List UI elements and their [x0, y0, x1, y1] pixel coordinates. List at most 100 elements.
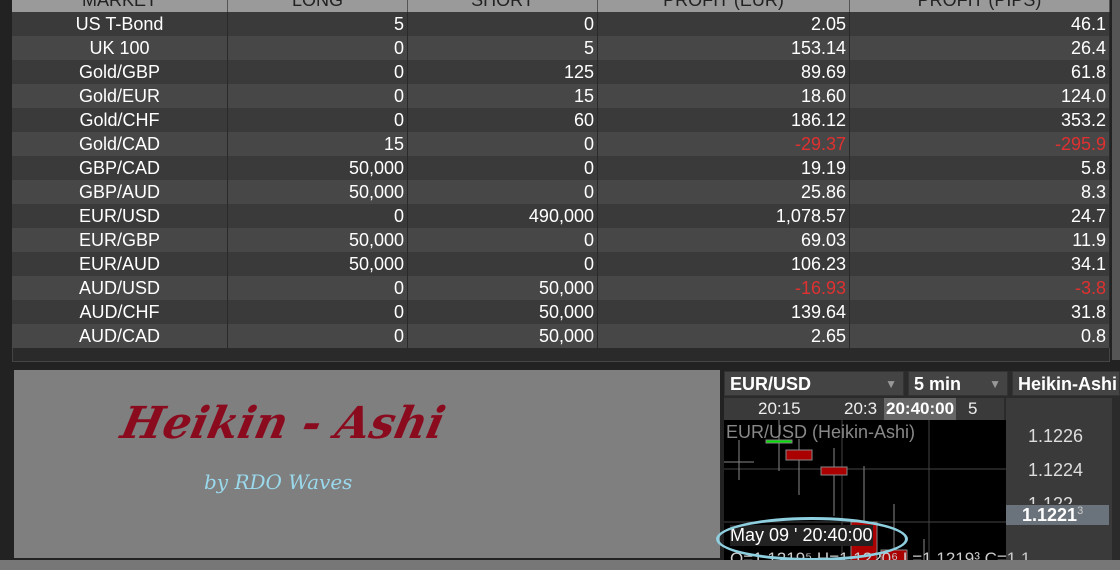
- cell-profit-pips: 34.1: [850, 252, 1110, 276]
- table-row[interactable]: AUD/CAD 0 50,000 2.65 0.8: [12, 324, 1110, 348]
- cell-profit-eur: 106.23: [598, 252, 850, 276]
- cell-profit-eur: 1,078.57: [598, 204, 850, 228]
- symbol-select[interactable]: EUR/USD ▼: [724, 371, 904, 396]
- price-label: 1.122: [1028, 494, 1074, 504]
- price-label: 1.1226: [1028, 426, 1084, 446]
- cell-profit-eur: -16.93: [598, 276, 850, 300]
- table-footer: [12, 348, 1110, 362]
- cell-short: 490,000: [408, 204, 598, 228]
- cell-market: AUD/CHF: [12, 300, 228, 324]
- cell-profit-pips: 46.1: [850, 12, 1110, 36]
- current-price: 1.12213: [1006, 505, 1109, 525]
- table-row[interactable]: EUR/USD 0 490,000 1,078.57 24.7: [12, 204, 1110, 228]
- cell-long: 50,000: [228, 228, 408, 252]
- price-label: 1.1224: [1028, 460, 1084, 480]
- cell-market: EUR/GBP: [12, 228, 228, 252]
- table-row[interactable]: EUR/AUD 50,000 0 106.23 34.1: [12, 252, 1110, 276]
- table-row[interactable]: AUD/CHF 0 50,000 139.64 31.8: [12, 300, 1110, 324]
- chart-panel: EUR/USD ▼ 5 min ▼ Heikin-Ashi 20:15 20:3 2…: [724, 371, 1120, 568]
- chevron-down-icon: ▼: [989, 377, 1001, 391]
- positions-table: MARKET LONG SHORT PROFIT (EUR) PROFIT (P…: [12, 0, 1110, 348]
- cell-profit-eur: 2.05: [598, 12, 850, 36]
- table-row[interactable]: GBP/AUD 50,000 0 25.86 8.3: [12, 180, 1110, 204]
- cell-long: 0: [228, 84, 408, 108]
- cell-profit-eur: 2.65: [598, 324, 850, 348]
- symbol-value: EUR/USD: [730, 374, 812, 394]
- status-strip: [0, 560, 1120, 570]
- candle: [765, 439, 793, 444]
- cell-long: 0: [228, 300, 408, 324]
- cell-profit-pips: 8.3: [850, 180, 1110, 204]
- cell-profit-eur: 153.14: [598, 36, 850, 60]
- cell-market: GBP/AUD: [12, 180, 228, 204]
- interval-select[interactable]: 5 min ▼: [908, 371, 1008, 396]
- cell-short: 125: [408, 60, 598, 84]
- cell-long: 0: [228, 276, 408, 300]
- cell-profit-pips: 11.9: [850, 228, 1110, 252]
- col-profit-eur[interactable]: PROFIT (EUR): [598, 0, 850, 12]
- cell-profit-eur: 89.69: [598, 60, 850, 84]
- cell-short: 0: [408, 252, 598, 276]
- cell-market: AUD/USD: [12, 276, 228, 300]
- cell-market: US T-Bond: [12, 12, 228, 36]
- cell-profit-eur: 69.03: [598, 228, 850, 252]
- time-label: 5: [968, 399, 978, 418]
- time-label: 20:3: [844, 399, 878, 418]
- cell-market: AUD/CAD: [12, 324, 228, 348]
- cell-market: Gold/CHF: [12, 108, 228, 132]
- cell-short: 50,000: [408, 324, 598, 348]
- cell-market: Gold/CAD: [12, 132, 228, 156]
- table-row[interactable]: Gold/CAD 15 0 -29.37 -295.9: [12, 132, 1110, 156]
- price-axis: 1.1226 1.1224 1.122 1.12213: [1006, 398, 1112, 560]
- cell-profit-pips: 5.8: [850, 156, 1110, 180]
- cell-short: 0: [408, 132, 598, 156]
- cell-profit-pips: 24.7: [850, 204, 1110, 228]
- col-profit-pips[interactable]: PROFIT (PIPS): [850, 0, 1110, 12]
- col-long[interactable]: LONG: [228, 0, 408, 12]
- candle: [820, 466, 848, 476]
- cell-short: 5: [408, 36, 598, 60]
- time-axis: 20:15 20:3 20:40:00 5: [724, 398, 1004, 420]
- interval-value: 5 min: [914, 374, 962, 394]
- cell-profit-eur: 186.12: [598, 108, 850, 132]
- col-market[interactable]: MARKET: [12, 0, 228, 12]
- cell-profit-pips: -295.9: [850, 132, 1110, 156]
- cell-profit-eur: 139.64: [598, 300, 850, 324]
- cell-short: 0: [408, 12, 598, 36]
- cell-market: UK 100: [12, 36, 228, 60]
- cell-long: 50,000: [228, 180, 408, 204]
- table-scrollbar[interactable]: [1112, 0, 1120, 360]
- table-row[interactable]: Gold/EUR 0 15 18.60 124.0: [12, 84, 1110, 108]
- cell-market: GBP/CAD: [12, 156, 228, 180]
- table-row[interactable]: US T-Bond 5 0 2.05 46.1: [12, 12, 1110, 36]
- cell-long: 5: [228, 12, 408, 36]
- cell-long: 50,000: [228, 252, 408, 276]
- cell-profit-pips: 31.8: [850, 300, 1110, 324]
- cell-long: 0: [228, 60, 408, 84]
- cell-profit-pips: 353.2: [850, 108, 1110, 132]
- cell-market: Gold/GBP: [12, 60, 228, 84]
- table-row[interactable]: AUD/USD 0 50,000 -16.93 -3.8: [12, 276, 1110, 300]
- table-row[interactable]: EUR/GBP 50,000 0 69.03 11.9: [12, 228, 1110, 252]
- cell-profit-pips: 61.8: [850, 60, 1110, 84]
- cell-short: 0: [408, 180, 598, 204]
- cell-short: 15: [408, 84, 598, 108]
- highlight-annotation: [716, 517, 908, 561]
- table-row[interactable]: UK 100 0 5 153.14 26.4: [12, 36, 1110, 60]
- cell-profit-eur: 18.60: [598, 84, 850, 108]
- cell-profit-pips: 26.4: [850, 36, 1110, 60]
- logo-panel: Heikin - Ashi by RDO Waves: [14, 370, 720, 558]
- cell-market: EUR/USD: [12, 204, 228, 228]
- cell-long: 15: [228, 132, 408, 156]
- cell-short: 60: [408, 108, 598, 132]
- cell-profit-eur: 25.86: [598, 180, 850, 204]
- chart-type-select[interactable]: Heikin-Ashi: [1012, 371, 1120, 396]
- table-row[interactable]: GBP/CAD 50,000 0 19.19 5.8: [12, 156, 1110, 180]
- table-row[interactable]: Gold/CHF 0 60 186.12 353.2: [12, 108, 1110, 132]
- cell-profit-eur: -29.37: [598, 132, 850, 156]
- col-short[interactable]: SHORT: [408, 0, 598, 12]
- cell-long: 0: [228, 36, 408, 60]
- price-pip: 3: [1077, 505, 1084, 517]
- table-row[interactable]: Gold/GBP 0 125 89.69 61.8: [12, 60, 1110, 84]
- cell-short: 50,000: [408, 276, 598, 300]
